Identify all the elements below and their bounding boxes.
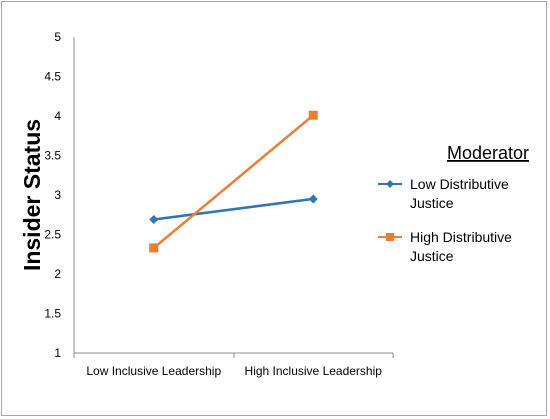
legend-entry-high-line2: Justice [410, 248, 454, 264]
y-tick-label: 4.5 [44, 70, 61, 84]
y-tick-label: 4 [54, 109, 61, 123]
y-tick-label: 2.5 [44, 228, 61, 242]
y-axis-label: Insider Status [19, 119, 45, 271]
y-tick-label: 1 [54, 346, 61, 360]
legend-marker-high [386, 233, 394, 241]
legend: Moderator Low Distributive Justice High … [378, 143, 529, 264]
axes [73, 37, 394, 358]
x-tick-labels: Low Inclusive Leadership High Inclusive L… [86, 364, 382, 378]
y-tick-label: 3.5 [44, 149, 61, 163]
legend-marker-low [386, 180, 394, 188]
legend-entry-low-line2: Justice [410, 195, 454, 211]
y-tick-label: 3 [54, 188, 61, 202]
data-point-high [149, 243, 159, 253]
series-line-low-distributive-justice [153, 197, 314, 221]
data-point-low [149, 214, 159, 224]
series-line-high-distributive-justice [153, 114, 315, 249]
legend-entry-low-line1: Low Distributive [410, 176, 509, 192]
legend-entry-high-line1: High Distributive [410, 229, 512, 245]
data-point-high [308, 110, 318, 120]
y-tick-label: 1.5 [44, 307, 61, 321]
data-point-low [308, 194, 318, 204]
y-tick-label: 5 [54, 30, 61, 44]
y-tick-labels: 1 1.5 2 2.5 3 3.5 4 4.5 5 [44, 30, 61, 360]
y-tick-label: 2 [54, 267, 61, 281]
legend-title: Moderator [447, 143, 529, 163]
series-layer [149, 110, 318, 253]
x-tick-label: Low Inclusive Leadership [86, 364, 221, 378]
x-tick-label: High Inclusive Leadership [245, 364, 383, 378]
